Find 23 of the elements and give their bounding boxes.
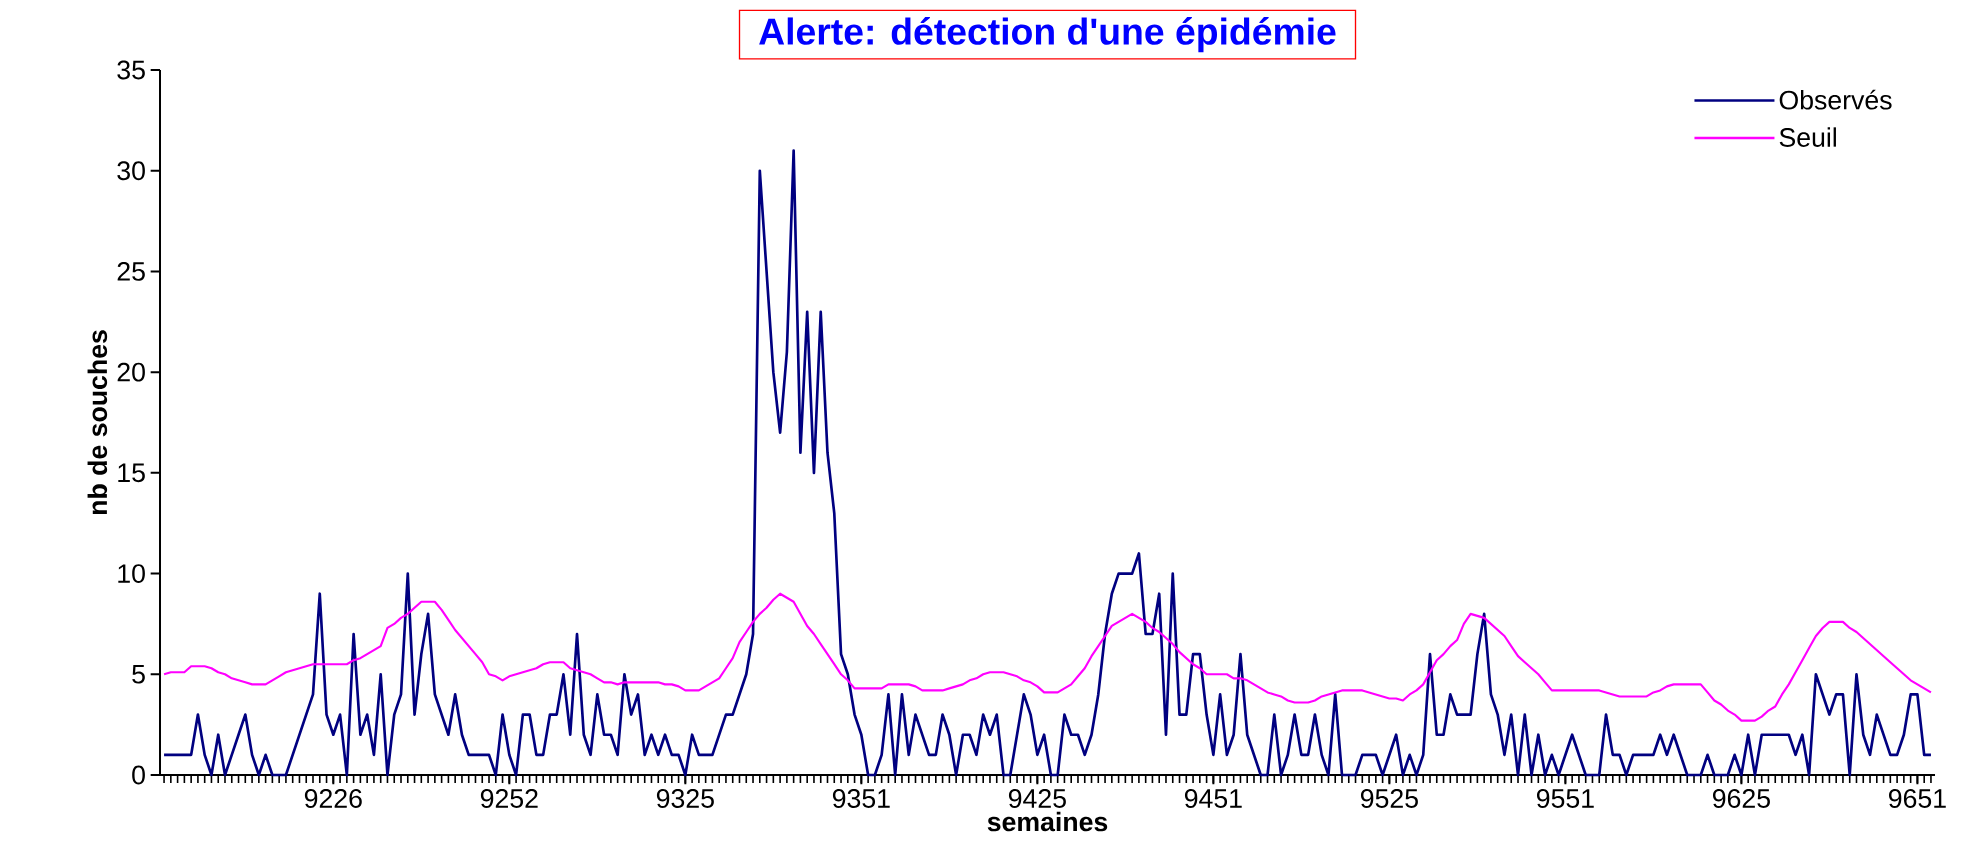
y-tick-label: 25 [117, 261, 145, 281]
legend-label: Observés [1779, 89, 1892, 110]
y-tick-label: 35 [117, 60, 145, 80]
x-tick-label: 9551 [1536, 789, 1594, 808]
y-tick-label: 30 [117, 161, 145, 181]
x-axis-title: semaines [987, 811, 1108, 832]
y-tick-label: 20 [117, 362, 145, 382]
x-tick-label: 9451 [1184, 789, 1242, 808]
x-tick-label: 9425 [1008, 789, 1066, 808]
x-tick-label: 9226 [304, 789, 362, 808]
y-tick-label: 5 [132, 664, 145, 684]
x-tick-label: 9252 [480, 789, 538, 808]
chart-title: Alerte: détection d'une épidémie [759, 17, 1336, 53]
y-tick-label: 0 [132, 765, 145, 785]
y-tick-label: 10 [118, 564, 145, 583]
y-axis-title: nb de souches [87, 330, 108, 515]
x-tick-label: 9651 [1889, 789, 1946, 808]
legend-label: Seuil [1779, 127, 1836, 147]
x-tick-label: 9525 [1360, 789, 1418, 808]
x-tick-label: 9325 [656, 789, 714, 808]
y-tick-label: 15 [118, 463, 145, 483]
x-tick-label: 9625 [1713, 789, 1770, 808]
x-tick-label: 9351 [832, 789, 890, 808]
